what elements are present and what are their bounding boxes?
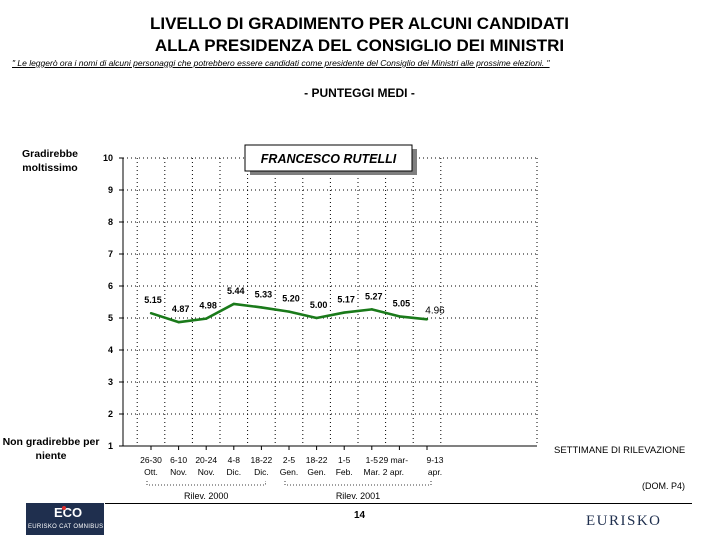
x-tick-label: 4-8 <box>228 455 241 465</box>
chart-subtitle: - PUNTEGGI MEDI - <box>304 86 415 100</box>
eco-logo: ECO EURISKO CAT OMNIBUS <box>26 503 104 535</box>
x-tick-label: 29 mar- <box>379 455 408 465</box>
data-label: 4.96 <box>425 305 445 316</box>
data-label: 5.20 <box>282 294 300 304</box>
question-text: " Le leggerò ora i nomi di alcuni person… <box>12 58 550 68</box>
question-code: (DOM. P4) <box>642 481 686 491</box>
y-tick-label: 2 <box>108 409 113 419</box>
footer-rule <box>105 503 692 504</box>
data-point <box>177 320 180 324</box>
axis-layer: 1 2 3 4 5 6 7 8 9 10 26-30 Ott. 6-10 Nov. 20-24 Nov. 4-8… <box>103 153 537 501</box>
x-tick-label: Gen. <box>280 467 298 477</box>
y-bottom-label: Non gradirebbe per niente <box>2 436 100 462</box>
eco-logo-text: EURISKO CAT OMNIBUS <box>28 524 104 530</box>
x-tick-label: 9-13 <box>426 455 443 465</box>
y-tick-label: 9 <box>108 185 113 195</box>
data-point <box>425 318 429 321</box>
x-tick-label: apr. <box>428 467 442 477</box>
x-tick-label: 2 apr. <box>383 467 404 477</box>
x-tick-label: Dic. <box>254 467 269 477</box>
group-label: Rilev. 2000 <box>184 491 228 501</box>
page-number: 14 <box>353 510 366 521</box>
data-point <box>205 317 208 320</box>
x-tick-label: 18-22 <box>306 455 328 465</box>
grid-layer <box>123 157 538 446</box>
data-point <box>343 311 346 314</box>
eco-logo-mark: ECO <box>54 505 83 520</box>
group-bracket <box>284 481 432 486</box>
data-label: 5.33 <box>255 289 273 299</box>
y-tick-label: 1 <box>108 441 113 451</box>
data-point <box>232 302 235 306</box>
data-point <box>149 312 153 315</box>
x-tick-label: Nov. <box>198 467 215 477</box>
x-tick-label: Ott. <box>144 467 158 477</box>
x-tick-label: 6-10 <box>170 455 187 465</box>
x-tick-label: 18-22 <box>251 455 273 465</box>
label-layer: 5.15 4.87 4.98 5.44 5.33 5.20 5.00 5.17 5.27 5.05… <box>144 286 445 316</box>
chart-title: FRANCESCO RUTELLI <box>261 152 397 166</box>
data-label: 5.27 <box>365 291 383 301</box>
y-tick-label: 5 <box>108 313 113 323</box>
x-tick-label: 1-5 <box>338 455 351 465</box>
group-bracket <box>146 481 266 486</box>
data-point <box>260 306 263 309</box>
data-label: 5.17 <box>337 295 355 305</box>
chart-title-box <box>244 144 413 172</box>
y-tick-label: 6 <box>108 281 113 291</box>
x-tick-label: 1-5 <box>366 455 379 465</box>
eco-logo-dot <box>62 506 66 510</box>
x-tick-label: Nov. <box>170 467 187 477</box>
y-tick-label: 3 <box>108 377 113 387</box>
y-tick-label: 8 <box>108 217 113 227</box>
x-tick-label: Dic. <box>226 467 241 477</box>
x-tick-label: 26-30 <box>140 455 162 465</box>
data-label: 5.15 <box>144 295 162 305</box>
y-tick-label: 7 <box>108 249 113 259</box>
data-label: 4.98 <box>199 301 217 311</box>
y-tick-label: 10 <box>103 153 113 163</box>
y-tick-label: 4 <box>108 345 113 355</box>
title-layer: FRANCESCO RUTELLI <box>244 144 417 175</box>
data-point <box>398 315 401 318</box>
data-point <box>315 316 318 320</box>
x-axis-label: SETTIMANE DI RILEVAZIONE <box>554 445 686 456</box>
x-tick-label: Feb. <box>336 467 353 477</box>
x-tick-label: 20-24 <box>195 455 217 465</box>
data-label: 5.44 <box>227 286 245 296</box>
x-tick-label: Gen. <box>307 467 325 477</box>
eurisko-logo: EURISKO <box>586 513 662 529</box>
data-label: 4.87 <box>172 304 190 314</box>
x-tick-label: Mar. <box>364 467 381 477</box>
y-top-label: Gradirebbe moltissimo <box>21 148 79 174</box>
group-label: Rilev. 2001 <box>336 491 380 501</box>
data-label: 5.00 <box>310 300 328 310</box>
data-label: 5.05 <box>393 298 411 308</box>
title-line-1: LIVELLO DI GRADIMENTO PER ALCUNI CANDIDA… <box>149 14 569 33</box>
title-line-2: ALLA PRESIDENZA DEL CONSIGLIO DEI MINIST… <box>154 36 565 55</box>
x-tick-label: 2-5 <box>283 455 296 465</box>
data-point <box>287 310 291 313</box>
data-point <box>370 308 373 311</box>
line-layer <box>149 302 429 324</box>
